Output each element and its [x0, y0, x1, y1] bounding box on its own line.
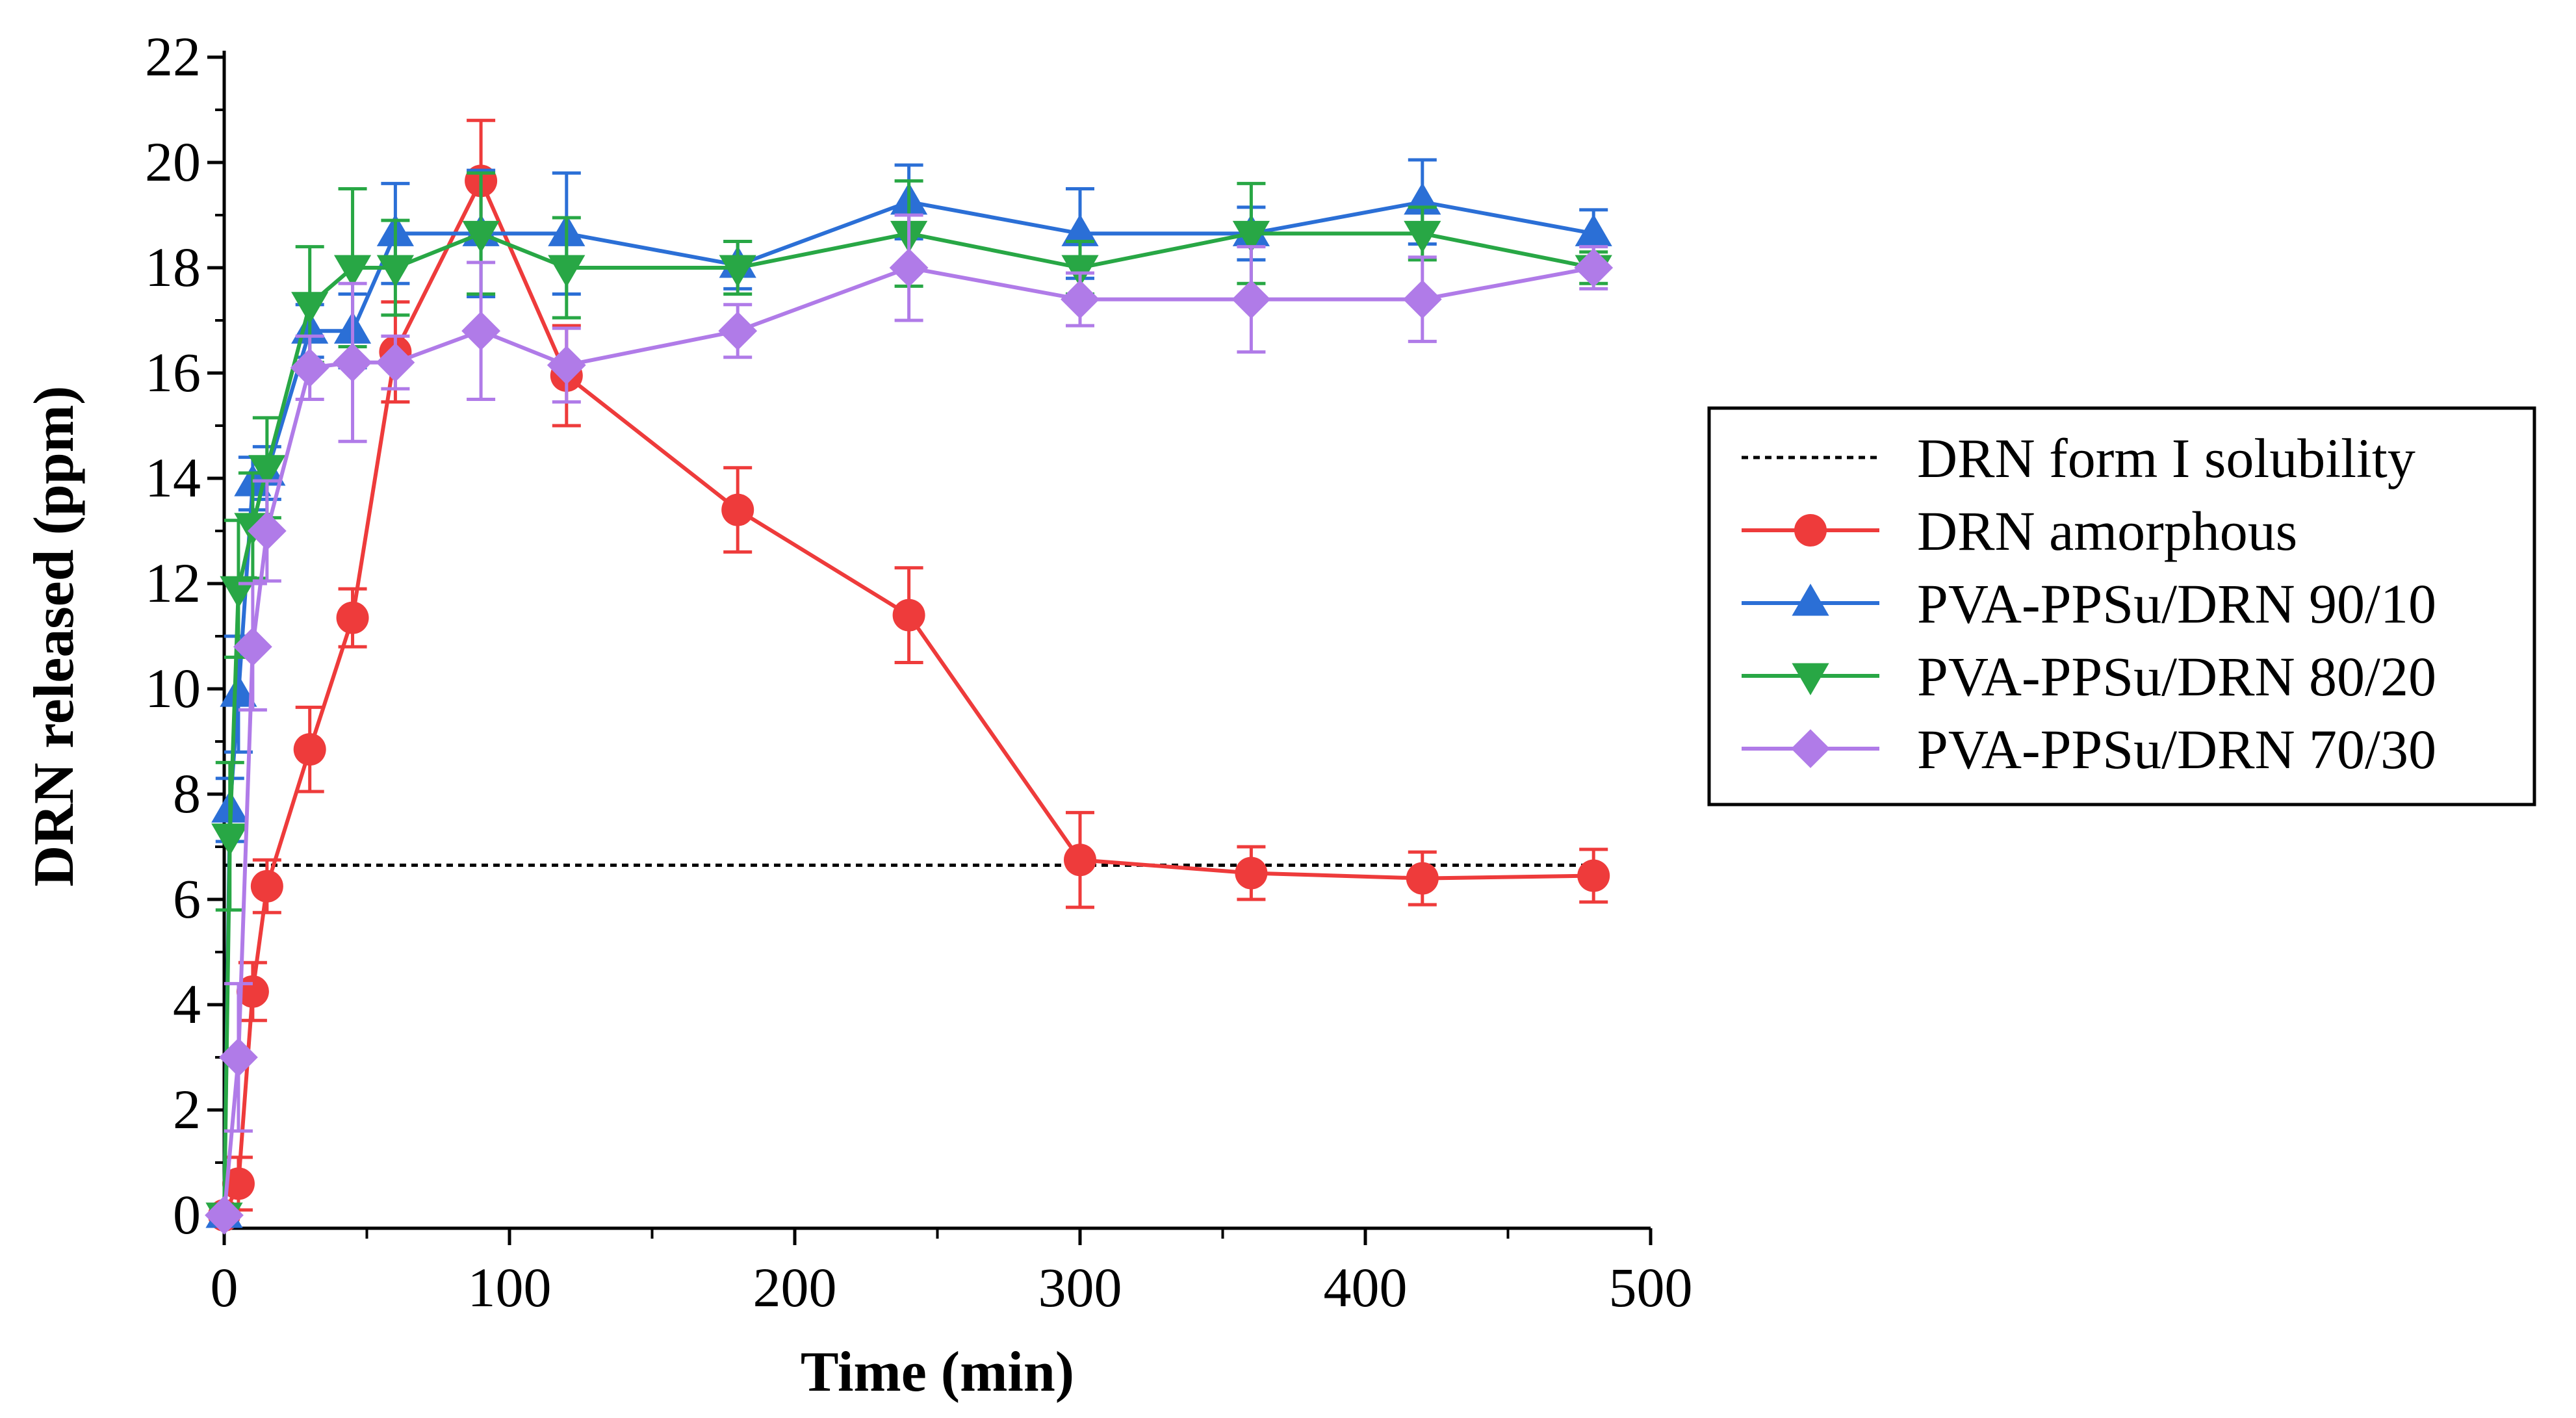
y-tick-label: 22 — [145, 25, 201, 88]
data-point — [1061, 255, 1099, 287]
x-tick-label: 400 — [1324, 1256, 1408, 1319]
y-axis-title: DRN released (ppm) — [23, 386, 86, 887]
data-point — [333, 342, 372, 382]
legend-marker — [1794, 514, 1827, 547]
data-point — [1577, 859, 1610, 892]
series-line — [222, 231, 1594, 1216]
legend-label: PVA-PPSu/DRN 90/10 — [1917, 573, 2436, 635]
data-point — [205, 1196, 244, 1235]
legend-marker — [1791, 729, 1830, 768]
data-point — [548, 255, 586, 287]
data-point — [219, 1038, 258, 1077]
data-point — [336, 601, 369, 634]
data-point — [376, 255, 414, 287]
x-tick-label: 300 — [1038, 1256, 1122, 1319]
y-tick-label: 18 — [145, 236, 201, 298]
data-point — [250, 870, 283, 903]
data-point — [461, 311, 500, 351]
data-point — [718, 311, 758, 351]
data-point — [211, 823, 249, 856]
data-point — [1061, 214, 1099, 246]
data-point — [721, 493, 754, 526]
y-tick-label: 12 — [145, 552, 201, 614]
series-group — [205, 118, 1614, 1235]
legend-label: DRN amorphous — [1917, 500, 2297, 562]
y-tick-label: 16 — [145, 341, 201, 404]
data-point — [293, 733, 326, 766]
data-point — [1232, 220, 1270, 253]
y-tick-label: 20 — [145, 131, 201, 193]
data-point — [1574, 248, 1614, 287]
axes: 0 2 4 6 8 10 12 14 16 18 20 22 0 100 200 300 400 500 — [145, 25, 1693, 1319]
data-point — [1235, 857, 1268, 890]
x-tick-label: 200 — [753, 1256, 837, 1319]
x-tick-label: 500 — [1609, 1256, 1693, 1319]
series-line — [222, 200, 1594, 1216]
data-point — [248, 455, 286, 487]
data-point — [547, 345, 586, 385]
x-axis-title: Time (min) — [801, 1341, 1074, 1404]
data-point — [233, 627, 272, 667]
data-point — [376, 342, 415, 382]
data-point — [1406, 862, 1439, 895]
legend-marker — [1792, 663, 1829, 695]
data-point — [1575, 214, 1612, 246]
data-point — [1061, 279, 1100, 319]
data-point — [889, 248, 929, 287]
data-point — [892, 599, 925, 632]
legend-label: PVA-PPSu/DRN 80/20 — [1917, 645, 2436, 708]
y-tick-label: 8 — [173, 762, 201, 825]
data-point — [222, 1167, 255, 1200]
legend-label: DRN form I solubility — [1917, 427, 2415, 489]
data-point — [247, 511, 287, 550]
data-point — [290, 348, 329, 387]
data-point — [1064, 844, 1096, 877]
y-tick-label: 6 — [173, 868, 201, 930]
data-point — [1231, 279, 1271, 319]
legend-label: PVA-PPSu/DRN 70/30 — [1917, 718, 2436, 780]
legend-marker — [1792, 584, 1829, 616]
series-line — [222, 176, 1594, 1217]
data-point — [333, 255, 372, 287]
x-tick-label: 0 — [211, 1256, 238, 1319]
legend-box — [1707, 406, 2536, 806]
y-tick-label: 2 — [173, 1078, 201, 1141]
y-tick-label: 14 — [145, 446, 201, 509]
data-point — [719, 255, 756, 287]
data-point — [220, 675, 257, 707]
series-pva-ppsu-drn-80-20 — [205, 171, 1612, 1235]
x-tick-label: 100 — [468, 1256, 552, 1319]
y-tick-label: 10 — [145, 657, 201, 719]
data-point — [291, 292, 329, 324]
data-point — [462, 220, 500, 253]
data-point — [1404, 220, 1441, 253]
y-tick-label: 4 — [173, 973, 201, 1035]
series-line — [222, 265, 1594, 1216]
legend: DRN form I solubility DRN amorphous PVA-PP… — [1707, 406, 2536, 806]
data-point — [1402, 279, 1442, 319]
y-tick-label: 0 — [173, 1183, 201, 1246]
series-pva-ppsu-drn-70-30 — [205, 213, 1614, 1235]
